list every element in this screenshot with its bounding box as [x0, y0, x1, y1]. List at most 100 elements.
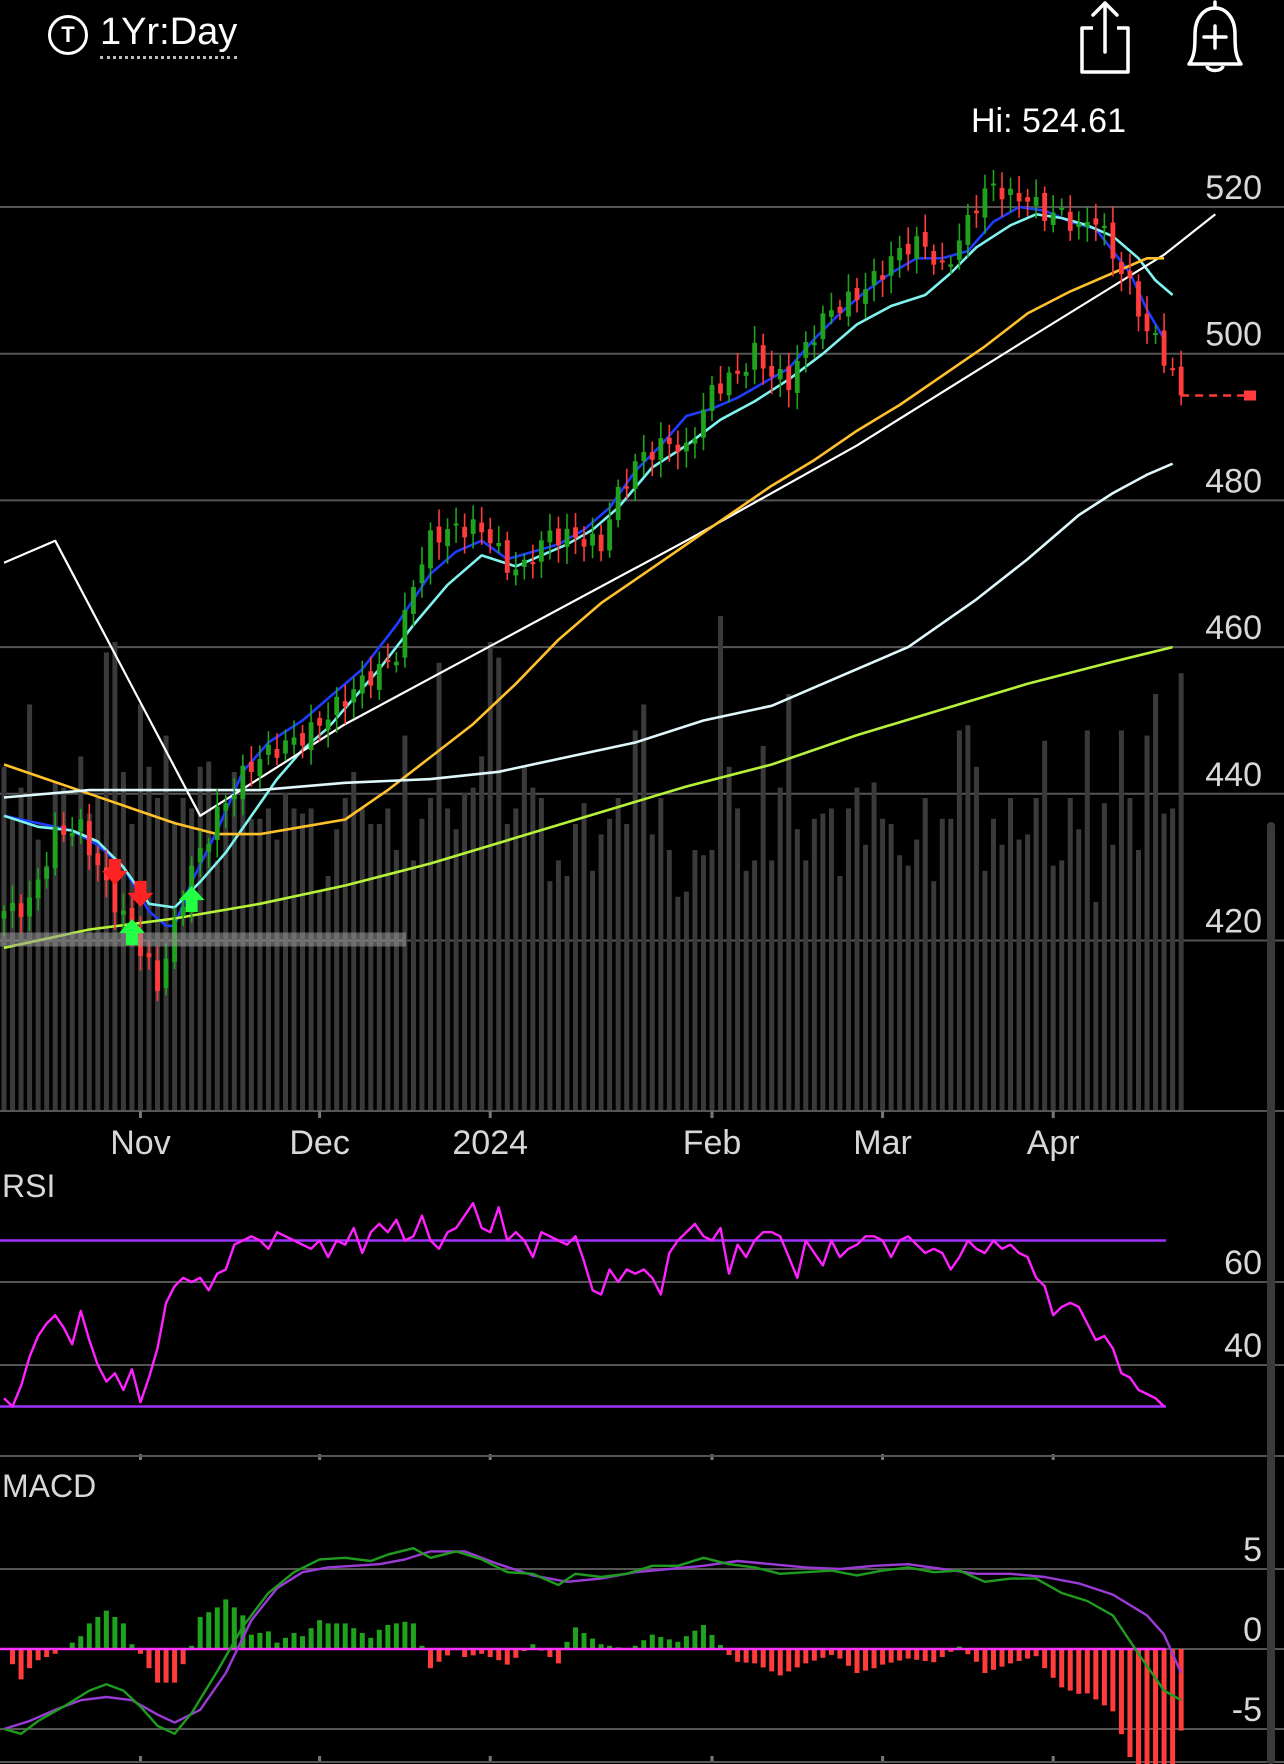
volume-bar-76: [649, 834, 655, 1110]
macd-histogram-bar-64: [547, 1649, 553, 1657]
macd-histogram-bar-85: [726, 1649, 732, 1655]
macd-histogram-bar-101: [863, 1649, 869, 1671]
candle-body-135: [1153, 333, 1158, 336]
macd-histogram-bar-123: [1050, 1649, 1056, 1678]
volume-bar-32: [274, 839, 280, 1110]
macd-histogram-bar-137: [1170, 1649, 1176, 1764]
macd-histogram-bar-24: [206, 1612, 212, 1649]
macd-histogram-bar-129: [1101, 1649, 1107, 1706]
volume-bar-94: [803, 860, 809, 1110]
candle-body-111: [948, 264, 954, 267]
candle-body-127: [1084, 221, 1090, 228]
macd-histogram-bar-91: [777, 1649, 783, 1676]
volume-bar-77: [658, 798, 664, 1110]
volume-bar-87: [743, 870, 749, 1110]
macd-histogram-bar-93: [794, 1649, 800, 1668]
macd-histogram-bar-119: [1016, 1649, 1022, 1661]
candle-body-32: [274, 749, 280, 758]
candle-body-108: [922, 231, 928, 247]
volume-bar-16: [137, 704, 143, 1110]
macd-histogram-bar-86: [735, 1649, 741, 1662]
volume-bar-75: [641, 704, 647, 1110]
volume-bar-1: [10, 818, 16, 1110]
candle-body-73: [624, 486, 630, 489]
volume-bar-60: [513, 808, 519, 1110]
candle-body-89: [760, 345, 766, 369]
period-selector[interactable]: T 1Yr:Day: [48, 11, 238, 59]
macd-histogram-bar-56: [479, 1649, 485, 1654]
macd-panel: MACD -5 0 5: [0, 1468, 1284, 1764]
macd-histogram-bar-55: [470, 1649, 476, 1656]
macd-histogram-bar-8: [69, 1642, 75, 1649]
candle-body-128: [1093, 218, 1099, 225]
share-button[interactable]: [1066, 0, 1146, 80]
candle-body-136: [1161, 330, 1167, 366]
period-label[interactable]: 1Yr:Day: [100, 11, 238, 59]
volume-bar-7: [61, 787, 67, 1110]
macd-histogram-bar-33: [282, 1637, 288, 1649]
volume-bar-62: [530, 787, 536, 1110]
volume-bar-34: [291, 808, 297, 1110]
price-tick-480: 480: [1205, 462, 1262, 500]
candle-body-55: [470, 519, 476, 534]
volume-bar-52: [445, 808, 451, 1110]
macd-tick--5: -5: [1232, 1691, 1262, 1729]
volume-bar-45: [385, 808, 391, 1110]
macd-signal-line: [3, 1550, 1183, 1731]
volume-bar-106: [905, 865, 911, 1110]
macd-histogram-bar-17: [146, 1649, 152, 1669]
candle-body-28: [240, 765, 246, 800]
candle-body-24: [206, 843, 212, 852]
volume-bar-121: [1033, 798, 1039, 1110]
scrollbar[interactable]: [1267, 822, 1275, 1764]
candle-body-18: [155, 960, 160, 992]
time-axis: Nov Dec 2024 Feb Mar Apr: [110, 1111, 1080, 1762]
price-axis: 420 440 460 480 500 520: [1181, 169, 1262, 941]
volume-bar-102: [871, 782, 877, 1110]
macd-histogram-bar-135: [1153, 1649, 1159, 1764]
volume-bar-42: [359, 808, 365, 1110]
candle-body-93: [794, 360, 800, 393]
candle-body-70: [598, 534, 604, 552]
macd-histogram-bar-50: [428, 1649, 433, 1669]
time-tick-label-3: Feb: [683, 1124, 742, 1162]
macd-histogram-bar-37: [317, 1620, 323, 1649]
macd-histogram-bar-108: [922, 1649, 928, 1661]
candle-body-80: [684, 442, 689, 452]
candle-body-69: [590, 533, 595, 546]
macd-histogram-bar-65: [555, 1649, 561, 1664]
candle-body-74: [632, 461, 638, 489]
macd-histogram-bar-74: [632, 1645, 638, 1649]
high-label: Hi: 524.61: [971, 102, 1126, 140]
candle-body-7: [61, 825, 67, 835]
volume-bar-47: [402, 735, 408, 1110]
candle-body-98: [837, 306, 843, 313]
candle-body-62: [530, 562, 536, 565]
macd-histogram-bar-76: [649, 1634, 655, 1649]
volume-bar-49: [419, 818, 425, 1110]
macd-histogram-bar-138: [1178, 1649, 1184, 1731]
candle-body-1: [10, 902, 15, 911]
macd-histogram-bar-59: [504, 1649, 510, 1665]
moving-average-line-2: [3, 213, 1174, 909]
candle-body-71: [607, 519, 613, 551]
add-alert-button[interactable]: [1175, 0, 1255, 80]
candle-body-104: [888, 256, 894, 276]
candle-body-75: [641, 452, 647, 462]
macd-histogram-bar-35: [300, 1636, 306, 1649]
volume-bar-70: [598, 834, 604, 1110]
volume-bar-57: [487, 642, 493, 1110]
macd-histogram-bar-97: [828, 1649, 834, 1655]
volume-bar-120: [1025, 834, 1031, 1110]
time-tick-label-2: 2024: [452, 1124, 528, 1162]
candle-body-72: [615, 486, 621, 521]
candle-body-17: [146, 953, 152, 958]
macd-histogram-bar-67: [573, 1627, 579, 1649]
macd-histogram-bar-34: [291, 1633, 297, 1649]
candle-body-13: [112, 877, 118, 913]
volume-bar-66: [564, 876, 570, 1110]
macd-histogram-bar-38: [325, 1623, 331, 1649]
volume-bar-46: [393, 850, 399, 1110]
moving-average-line-5: [3, 462, 1174, 799]
